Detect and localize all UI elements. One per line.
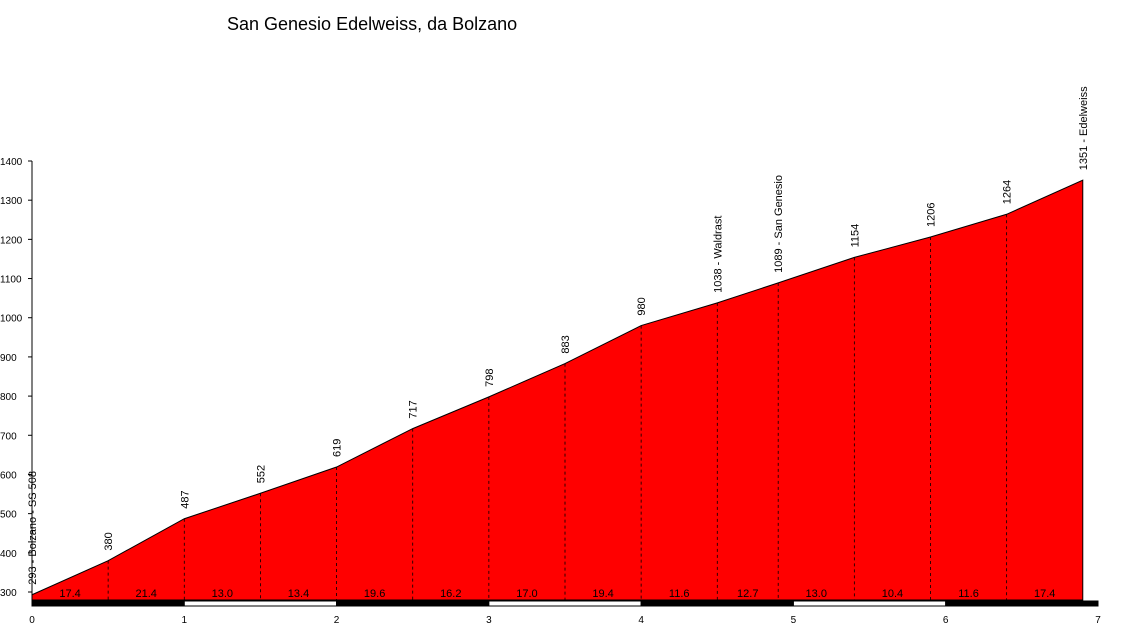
y-tick-label: 1000 [0, 314, 23, 325]
km-bar-segment [945, 600, 1099, 607]
segment-gradient-label: 19.4 [592, 588, 613, 600]
km-bar-segment [488, 600, 642, 607]
point-altitude-label: 487 [179, 490, 191, 508]
km-bar-segment [336, 600, 490, 607]
segment-gradient-label: 12.7 [737, 588, 758, 600]
point-altitude-label: 1264 [1002, 180, 1014, 204]
y-tick-label: 800 [0, 392, 17, 403]
km-bar-segment [792, 600, 947, 607]
point-altitude-label: 1206 [925, 203, 937, 227]
x-tick-label: 2 [334, 615, 340, 626]
point-altitude-label: 1154 [849, 224, 861, 248]
point-altitude-label: 552 [255, 465, 267, 483]
segment-gradient-label: 13.0 [212, 588, 233, 600]
km-bar-segment [640, 600, 794, 607]
x-tick-label: 0 [29, 615, 35, 626]
segment-gradient-label: 16.2 [440, 588, 461, 600]
segment-gradient-label: 11.6 [669, 588, 690, 600]
km-bar-segment [183, 600, 338, 607]
plot-area: 3004005006007008009001000110012001300140… [0, 86, 1101, 626]
y-tick-label: 1100 [0, 275, 22, 286]
chart-title: San Genesio Edelweiss, da Bolzano [227, 14, 517, 34]
point-altitude-label: 1089 - San Genesio [773, 175, 785, 273]
point-altitude-label: 1351 - Edelweiss [1078, 86, 1090, 170]
point-altitude-label: 380 [103, 532, 115, 550]
y-tick-label: 1200 [0, 235, 23, 246]
x-tick-label: 5 [791, 615, 797, 626]
point-altitude-label: 717 [408, 400, 420, 418]
point-altitude-label: 293 - Bolzano - SS 508 [27, 471, 39, 585]
y-tick-label: 300 [0, 588, 17, 599]
point-altitude-label: 619 [332, 439, 344, 457]
point-altitude-label: 1038 - Waldrast [712, 216, 724, 293]
y-tick-label: 700 [0, 431, 17, 442]
y-tick-label: 1300 [0, 196, 23, 207]
profile-area [31, 179, 1084, 601]
y-tick-label: 900 [0, 353, 17, 364]
segment-gradient-label: 17.4 [59, 588, 80, 600]
segment-gradient-label: 19.6 [364, 588, 385, 600]
y-tick-label: 500 [0, 510, 17, 521]
x-tick-label: 4 [638, 615, 644, 626]
segment-gradient-label: 10.4 [882, 588, 903, 600]
x-tick-label: 7 [1095, 615, 1101, 626]
point-altitude-label: 980 [636, 297, 648, 315]
segment-gradient-label: 13.0 [806, 588, 827, 600]
x-tick-label: 6 [943, 615, 949, 626]
point-altitude-label: 883 [560, 335, 572, 353]
point-altitude-label: 798 [484, 369, 496, 387]
x-tick-label: 1 [182, 615, 188, 626]
segment-gradient-label: 13.4 [288, 588, 309, 600]
y-tick-label: 1400 [0, 157, 23, 168]
y-tick-label: 600 [0, 470, 17, 481]
segment-gradient-label: 17.4 [1034, 588, 1055, 600]
x-tick-label: 3 [486, 615, 492, 626]
segment-gradient-label: 11.6 [958, 588, 979, 600]
km-bar-segment [31, 600, 185, 607]
y-tick-label: 400 [0, 549, 17, 560]
segment-gradient-label: 17.0 [516, 588, 537, 600]
segment-gradient-label: 21.4 [136, 588, 157, 600]
